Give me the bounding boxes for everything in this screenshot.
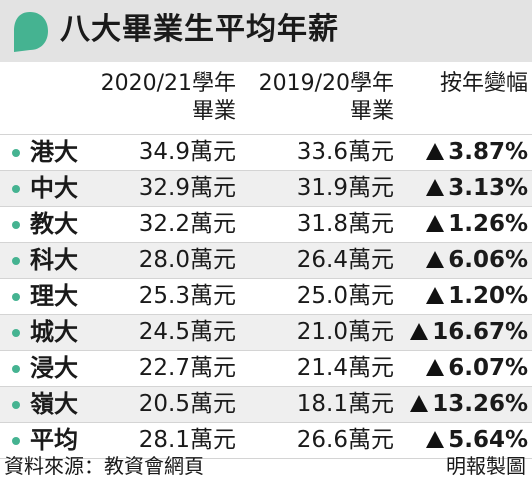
- yoy-change: 6.06%: [426, 243, 528, 278]
- salary-2020-21: 20.5萬元: [138, 391, 236, 417]
- yoy-change-value: 1.26%: [448, 211, 528, 237]
- university-name: 中大: [30, 174, 78, 202]
- header-2019-20-line2: 畢業: [349, 99, 394, 124]
- table-row: 理大 25.3萬元 25.0萬元 1.20%: [0, 279, 532, 315]
- yoy-change: 16.67%: [410, 315, 528, 350]
- yoy-change-value: 6.07%: [448, 355, 528, 381]
- yoy-change: 3.13%: [426, 171, 528, 206]
- speech-bubble-icon: [14, 12, 48, 52]
- university-name: 教大: [30, 210, 78, 238]
- table-row: 教大 32.2萬元 31.8萬元 1.26%: [0, 207, 532, 243]
- salary-2019-20: 26.6萬元: [296, 427, 394, 453]
- salary-2020-21: 24.5萬元: [138, 319, 236, 345]
- header-2020-21-line1: 2020/21學年: [100, 71, 236, 96]
- salary-2019-20: 26.4萬元: [296, 247, 394, 273]
- salary-2020-21: 22.7萬元: [138, 355, 236, 381]
- yoy-change-value: 3.13%: [448, 175, 528, 201]
- dot-bullet-icon: [12, 365, 20, 373]
- salary-2020-21: 28.0萬元: [138, 247, 236, 273]
- triangle-up-icon: [426, 143, 445, 160]
- triangle-up-icon: [426, 431, 445, 448]
- salary-2019-20: 33.6萬元: [296, 139, 394, 165]
- dot-bullet-icon: [12, 257, 20, 265]
- credit-note: 明報製圖: [446, 454, 526, 478]
- yoy-change: 5.64%: [426, 423, 528, 458]
- salary-2020-21: 34.9萬元: [138, 139, 236, 165]
- header-2020-21: 2020/21學年 畢業: [101, 70, 236, 126]
- yoy-change-value: 16.67%: [432, 319, 528, 345]
- page-title: 八大畢業生平均年薪: [60, 12, 339, 47]
- yoy-change-value: 1.20%: [448, 283, 528, 309]
- table-row: 科大 28.0萬元 26.4萬元 6.06%: [0, 243, 532, 279]
- dot-bullet-icon: [12, 437, 20, 445]
- salary-table: 港大 34.9萬元 33.6萬元 3.87% 中大 32.9萬元 31.9萬元 …: [0, 134, 532, 459]
- yoy-change: 3.87%: [426, 135, 528, 170]
- triangle-up-icon: [426, 359, 445, 376]
- title-bar: 八大畢業生平均年薪: [0, 0, 532, 62]
- yoy-change: 6.07%: [426, 351, 528, 386]
- salary-2019-20: 21.0萬元: [296, 319, 394, 345]
- university-name: 港大: [30, 138, 78, 166]
- salary-2019-20: 31.8萬元: [296, 211, 394, 237]
- table-row: 嶺大 20.5萬元 18.1萬元 13.26%: [0, 387, 532, 423]
- header-change: 按年變幅: [440, 70, 528, 98]
- yoy-change-value: 6.06%: [448, 247, 528, 273]
- salary-2019-20: 31.9萬元: [296, 175, 394, 201]
- university-name: 科大: [30, 246, 78, 274]
- table-row-average: 平均 28.1萬元 26.6萬元 5.64%: [0, 423, 532, 459]
- header-2019-20-line1: 2019/20學年: [258, 71, 394, 96]
- header-2019-20: 2019/20學年 畢業: [259, 70, 394, 126]
- university-name: 嶺大: [30, 390, 78, 418]
- university-name: 平均: [30, 426, 78, 454]
- dot-bullet-icon: [12, 293, 20, 301]
- dot-bullet-icon: [12, 401, 20, 409]
- salary-2020-21: 32.2萬元: [138, 211, 236, 237]
- dot-bullet-icon: [12, 149, 20, 157]
- table-row: 中大 32.9萬元 31.9萬元 3.13%: [0, 171, 532, 207]
- salary-2020-21: 28.1萬元: [138, 427, 236, 453]
- source-note: 資料來源：教資會網頁: [4, 454, 204, 478]
- dot-bullet-icon: [12, 185, 20, 193]
- triangle-up-icon: [410, 323, 429, 340]
- triangle-up-icon: [410, 395, 429, 412]
- yoy-change-value: 5.64%: [448, 427, 528, 453]
- triangle-up-icon: [426, 179, 445, 196]
- salary-2020-21: 25.3萬元: [138, 283, 236, 309]
- yoy-change: 1.20%: [426, 279, 528, 314]
- table-row: 城大 24.5萬元 21.0萬元 16.67%: [0, 315, 532, 351]
- dot-bullet-icon: [12, 329, 20, 337]
- dot-bullet-icon: [12, 221, 20, 229]
- yoy-change: 13.26%: [410, 387, 528, 422]
- salary-2020-21: 32.9萬元: [138, 175, 236, 201]
- triangle-up-icon: [426, 251, 445, 268]
- salary-2019-20: 25.0萬元: [296, 283, 394, 309]
- university-name: 城大: [30, 318, 78, 346]
- yoy-change-value: 13.26%: [432, 391, 528, 417]
- yoy-change-value: 3.87%: [448, 139, 528, 165]
- table-row: 浸大 22.7萬元 21.4萬元 6.07%: [0, 351, 532, 387]
- triangle-up-icon: [426, 287, 445, 304]
- salary-2019-20: 18.1萬元: [296, 391, 394, 417]
- yoy-change: 1.26%: [426, 207, 528, 242]
- salary-2019-20: 21.4萬元: [296, 355, 394, 381]
- university-name: 理大: [30, 282, 78, 310]
- table-row: 港大 34.9萬元 33.6萬元 3.87%: [0, 134, 532, 171]
- triangle-up-icon: [426, 215, 445, 232]
- header-2020-21-line2: 畢業: [191, 99, 236, 124]
- university-name: 浸大: [30, 354, 78, 382]
- header-change-label: 按年變幅: [439, 71, 528, 96]
